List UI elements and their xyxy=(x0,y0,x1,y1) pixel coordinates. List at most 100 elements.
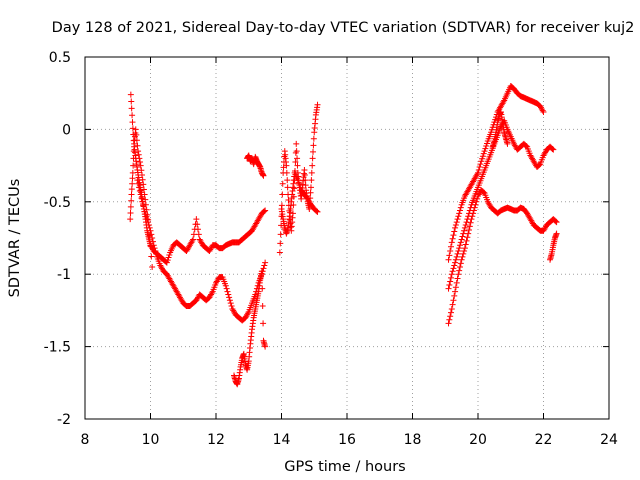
data-point xyxy=(147,242,154,249)
data-point xyxy=(457,239,464,246)
data-point xyxy=(456,245,463,252)
data-point xyxy=(472,201,479,208)
data-point xyxy=(468,216,475,223)
data-points xyxy=(127,82,560,388)
data-point xyxy=(129,112,136,119)
data-point xyxy=(445,285,452,292)
data-point xyxy=(473,198,480,205)
data-point xyxy=(463,237,470,244)
data-point xyxy=(293,140,300,147)
data-point xyxy=(135,180,142,187)
data-point xyxy=(296,182,303,189)
data-point xyxy=(128,197,135,204)
data-point xyxy=(151,245,158,252)
data-point xyxy=(450,232,457,239)
data-point xyxy=(244,310,251,317)
data-point xyxy=(127,91,134,98)
data-point xyxy=(480,150,487,157)
data-point xyxy=(466,223,473,230)
data-point xyxy=(128,191,135,198)
data-point xyxy=(308,169,315,176)
data-point xyxy=(279,191,286,198)
data-point xyxy=(142,196,149,203)
data-point xyxy=(294,162,301,169)
data-point xyxy=(454,250,461,257)
data-point xyxy=(539,107,546,114)
data-point xyxy=(193,216,200,223)
data-point xyxy=(301,166,308,173)
series-segment-evening-a xyxy=(445,82,547,263)
data-point xyxy=(454,216,461,223)
data-point xyxy=(453,253,460,260)
data-point xyxy=(504,140,511,147)
data-point xyxy=(127,203,134,210)
y-tick-label: -1 xyxy=(57,267,71,283)
data-point xyxy=(456,242,463,249)
data-point xyxy=(476,164,483,171)
data-point xyxy=(308,177,315,184)
data-point xyxy=(470,207,477,214)
data-point xyxy=(552,218,559,225)
data-point xyxy=(474,171,481,178)
data-point xyxy=(195,231,202,238)
data-point xyxy=(142,201,149,208)
data-point xyxy=(190,236,197,243)
data-point xyxy=(470,210,477,217)
data-point xyxy=(128,105,135,112)
data-point xyxy=(452,221,459,228)
data-point xyxy=(276,249,283,256)
data-point xyxy=(471,204,478,211)
data-point xyxy=(134,177,141,184)
data-point xyxy=(134,142,141,149)
data-point xyxy=(150,242,157,249)
x-tick-label: 22 xyxy=(535,432,553,448)
data-point xyxy=(283,162,290,169)
x-tick-label: 14 xyxy=(273,432,291,448)
data-point xyxy=(456,207,463,214)
data-point xyxy=(460,250,467,257)
data-point xyxy=(452,224,459,231)
data-point xyxy=(140,202,147,209)
data-point xyxy=(163,259,170,266)
y-tick-label: -1.5 xyxy=(44,340,71,356)
x-axis-label: GPS time / hours xyxy=(284,459,405,475)
x-tick-label: 18 xyxy=(404,432,422,448)
data-point xyxy=(127,216,134,223)
data-point xyxy=(284,177,291,184)
data-point xyxy=(452,259,459,266)
data-point xyxy=(455,213,462,220)
data-point xyxy=(456,263,463,270)
data-point xyxy=(130,162,137,169)
y-tick-label: -0.5 xyxy=(44,195,71,211)
data-point xyxy=(145,216,152,223)
data-point xyxy=(310,135,317,142)
data-point xyxy=(463,219,470,226)
data-point xyxy=(262,207,269,214)
data-point xyxy=(465,227,472,234)
data-point xyxy=(259,285,266,292)
series-segment-midday-lower xyxy=(278,169,321,237)
data-point xyxy=(129,125,136,132)
data-point xyxy=(450,297,457,304)
data-point xyxy=(447,278,454,285)
data-point xyxy=(314,101,321,108)
data-point xyxy=(132,126,139,133)
data-point xyxy=(189,237,196,244)
data-point xyxy=(146,224,153,231)
data-point xyxy=(283,169,290,176)
data-point xyxy=(462,241,469,248)
data-point xyxy=(446,282,453,289)
data-point xyxy=(228,303,235,310)
data-point xyxy=(453,279,460,286)
data-point xyxy=(464,234,471,241)
data-point xyxy=(277,240,284,247)
data-point xyxy=(129,119,136,126)
data-point xyxy=(461,248,468,255)
data-point xyxy=(208,290,215,297)
data-point xyxy=(260,172,267,179)
tick-marks xyxy=(84,56,610,420)
data-point xyxy=(310,142,317,149)
data-point xyxy=(309,162,316,169)
data-point xyxy=(447,274,454,281)
